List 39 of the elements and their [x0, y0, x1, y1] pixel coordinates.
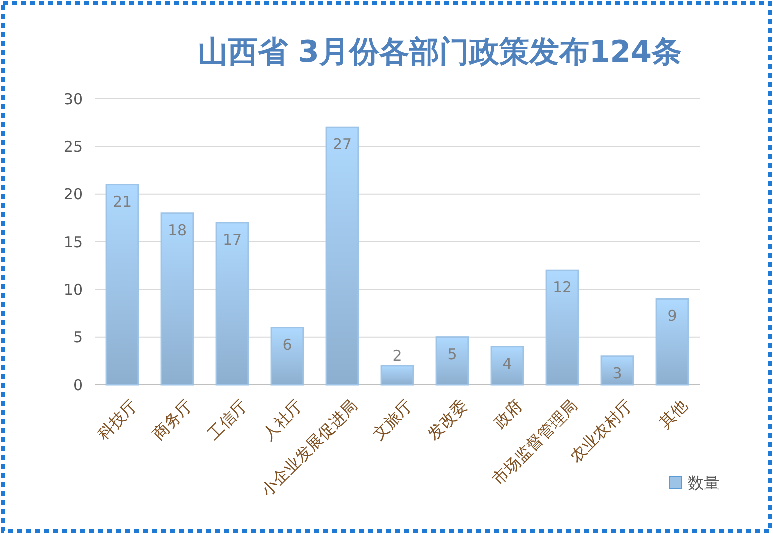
data-label: 5 — [448, 345, 458, 364]
bar — [600, 356, 634, 386]
x-tick-label: 人社厅 — [258, 396, 306, 444]
x-tick-label: 其他 — [655, 396, 692, 432]
data-label: 27 — [332, 136, 352, 154]
bar — [656, 298, 690, 386]
x-tick-label: 商务厅 — [148, 396, 196, 444]
x-tick-label: 文旅厅 — [368, 396, 416, 444]
y-tick-label: 10 — [64, 280, 83, 299]
bar — [436, 336, 470, 386]
bar — [380, 365, 414, 386]
x-tick-label: 政府 — [490, 396, 526, 432]
bar — [490, 346, 524, 386]
bar — [326, 126, 360, 386]
bar — [546, 270, 580, 386]
x-tick-label: 科技厅 — [94, 396, 142, 444]
bar — [216, 222, 250, 386]
data-label: 4 — [502, 354, 512, 373]
bar — [106, 184, 140, 386]
legend-label: 数量 — [688, 474, 720, 493]
chart-title: 山西省 3月份各部门政策发布124条 — [198, 35, 682, 70]
data-label: 12 — [552, 278, 572, 297]
bar — [270, 327, 304, 386]
data-label: 17 — [222, 230, 242, 249]
y-tick-label: 25 — [64, 138, 83, 156]
bar — [160, 212, 194, 386]
data-label: 9 — [668, 307, 678, 326]
x-tick-label: 工信厅 — [204, 396, 252, 444]
data-label: 21 — [112, 192, 132, 211]
x-tick-label: 发改委 — [424, 396, 472, 444]
y-tick-label: 20 — [64, 186, 83, 204]
data-label: 6 — [282, 336, 292, 354]
data-label: 2 — [392, 346, 402, 365]
y-tick-label: 15 — [64, 233, 83, 252]
y-tick-label: 5 — [73, 328, 83, 347]
data-label: 3 — [612, 364, 622, 382]
y-tick-label: 0 — [73, 376, 83, 394]
data-label: 18 — [168, 221, 188, 240]
y-tick-label: 30 — [64, 90, 83, 108]
